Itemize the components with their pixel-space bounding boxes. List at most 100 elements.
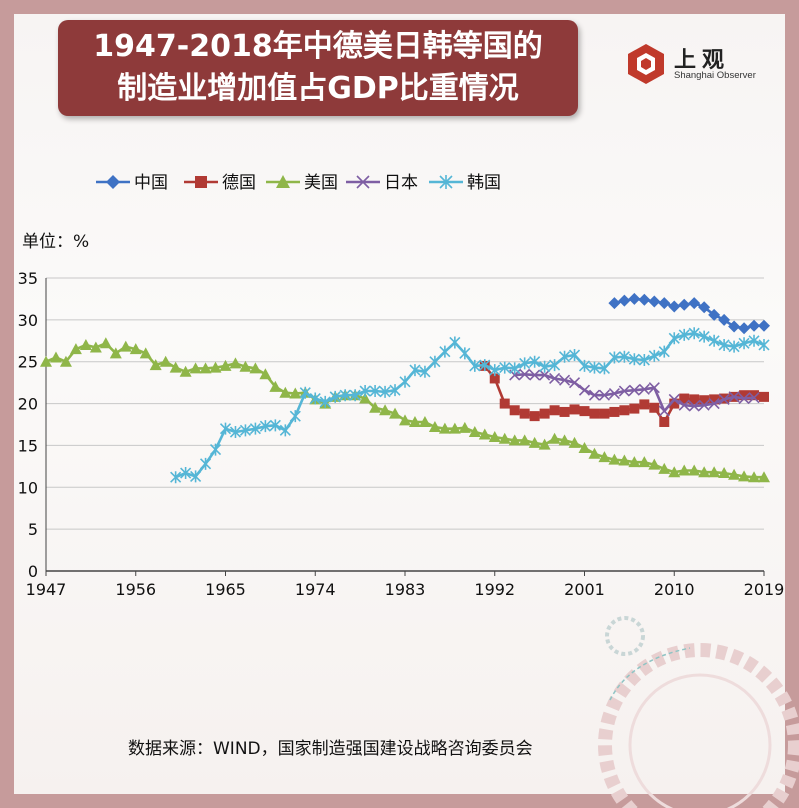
data-point	[658, 345, 670, 358]
y-tick-label: 20	[18, 395, 38, 414]
data-point	[139, 347, 152, 359]
data-point	[190, 470, 202, 483]
data-point	[668, 466, 681, 478]
series-2	[40, 337, 770, 483]
legend-label: 美国	[304, 173, 338, 193]
data-point	[458, 421, 471, 433]
data-point	[169, 361, 182, 373]
data-point	[180, 467, 192, 480]
data-point	[239, 424, 252, 437]
data-point	[488, 431, 501, 443]
data-point	[508, 434, 521, 446]
data-point	[608, 387, 620, 400]
x-tick-label: 1947	[26, 580, 67, 599]
data-point	[269, 419, 281, 432]
data-point	[738, 322, 751, 335]
data-point	[519, 408, 530, 419]
legend-label: 韩国	[467, 173, 501, 193]
data-point	[709, 394, 720, 405]
data-point	[468, 426, 481, 438]
data-point	[658, 297, 671, 310]
y-tick-label: 0	[28, 562, 38, 581]
data-point	[339, 389, 351, 402]
legend-item: 韩国	[429, 173, 501, 193]
data-point	[698, 466, 711, 478]
data-point	[448, 422, 461, 434]
data-point	[269, 380, 282, 392]
logo-name-cn: 上观	[674, 48, 731, 73]
data-point	[598, 362, 611, 375]
data-point	[549, 372, 561, 385]
data-point	[359, 392, 372, 404]
data-point	[99, 337, 112, 349]
data-point	[179, 365, 192, 377]
data-point	[289, 410, 301, 423]
data-point	[40, 355, 52, 367]
data-point	[529, 411, 540, 422]
data-point	[379, 404, 392, 416]
x-tick-label: 2001	[564, 580, 605, 599]
data-point	[698, 330, 710, 343]
data-point	[728, 340, 740, 353]
data-point	[579, 406, 590, 417]
data-point	[589, 408, 600, 419]
data-point	[758, 338, 770, 351]
data-point	[389, 407, 402, 419]
data-point	[558, 434, 571, 446]
data-point	[609, 406, 620, 417]
data-point	[629, 403, 640, 414]
legend-marker	[356, 175, 370, 189]
data-point	[618, 454, 631, 466]
data-point	[678, 328, 690, 341]
data-point	[549, 405, 560, 416]
data-point	[349, 389, 361, 402]
logo: 上观 Shanghai Observer	[624, 40, 774, 90]
legend-label: 德国	[222, 173, 256, 193]
data-point	[758, 471, 770, 483]
logo-icon	[628, 44, 664, 84]
data-point	[698, 399, 710, 411]
data-point	[628, 384, 640, 396]
data-point	[668, 393, 680, 405]
data-point	[648, 458, 661, 470]
data-point	[369, 385, 381, 398]
data-point	[539, 408, 550, 419]
title-banner: 1947-2018年中德美日韩等国的 制造业增加值占GDP比重情况	[58, 20, 578, 116]
data-point	[389, 384, 401, 397]
data-point	[718, 313, 731, 326]
chart-axes: 0 5 10 15 20 25 30 35 1947 1956 1965 1974 1983 1992 20…	[18, 269, 785, 599]
data-point	[728, 468, 741, 480]
data-point	[738, 392, 750, 405]
series-0	[608, 292, 770, 335]
data-point	[479, 359, 491, 372]
data-point	[578, 384, 591, 396]
data-point	[259, 420, 271, 433]
data-point	[738, 337, 750, 350]
x-tick-label: 1956	[115, 580, 156, 599]
legend-marker	[439, 175, 453, 189]
data-point	[438, 422, 451, 434]
data-point	[518, 434, 531, 446]
data-point	[749, 390, 760, 401]
data-point	[558, 350, 571, 363]
data-point	[418, 415, 431, 427]
data-point	[279, 386, 292, 398]
data-point	[718, 338, 730, 351]
x-tick-label: 1965	[205, 580, 246, 599]
data-point	[499, 398, 510, 409]
data-point	[618, 294, 631, 307]
data-point	[748, 319, 761, 332]
data-point	[659, 416, 670, 427]
legend-item: 日本	[346, 173, 418, 193]
x-tick-label: 1983	[385, 580, 426, 599]
data-point	[718, 467, 731, 479]
data-point	[648, 295, 661, 308]
data-point	[708, 398, 720, 410]
data-point	[638, 383, 650, 395]
x-tick-label: 1974	[295, 580, 336, 599]
data-point	[649, 402, 660, 413]
data-point	[708, 334, 720, 347]
data-point	[668, 332, 680, 345]
data-point	[229, 426, 242, 439]
y-tick-label: 35	[18, 269, 38, 288]
